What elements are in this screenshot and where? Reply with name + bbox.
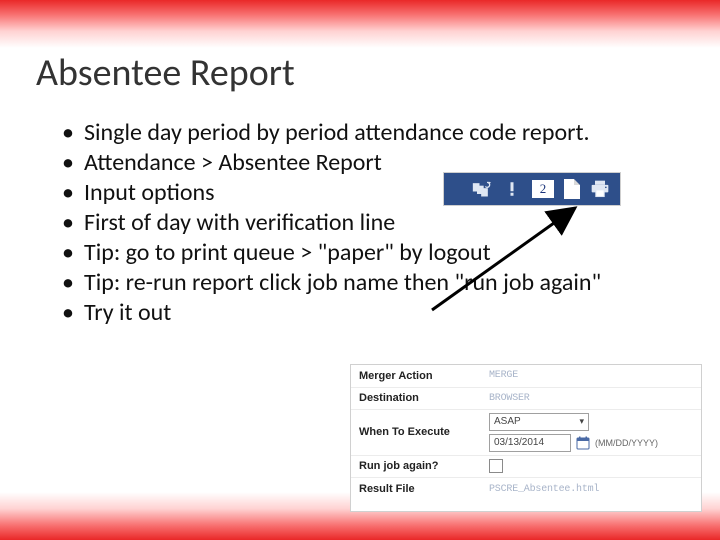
bullet-item: Tip: re-run report click job name then "… <box>62 268 684 298</box>
bullet-item: Single day period by period attendance c… <box>62 118 684 148</box>
value-run-again <box>489 459 693 473</box>
date-format-hint: (MM/DD/YYYY) <box>595 438 658 448</box>
print-queue-toolbar: 2 <box>443 172 621 206</box>
slide-body: Absentee Report Single day period by per… <box>0 0 720 328</box>
form-row-destination: Destination BROWSER <box>351 388 701 411</box>
form-row-when-to-execute: When To Execute ASAP 03/13/2014 (MM/DD <box>351 410 701 455</box>
calendar-icon[interactable] <box>576 436 590 450</box>
execute-date-value: 03/13/2014 <box>494 437 544 448</box>
bullet-item: First of day with verification line <box>62 208 684 238</box>
bullet-item: Tip: go to print queue > "paper" by logo… <box>62 238 684 268</box>
value-result-file: PSCRE_Absentee.html <box>489 484 693 495</box>
value-when-to-execute: ASAP 03/13/2014 (MM/DD/YYYY) <box>489 413 693 452</box>
queue-count-badge[interactable]: 2 <box>532 180 554 198</box>
label-when-to-execute: When To Execute <box>359 426 489 438</box>
run-again-checkbox[interactable] <box>489 459 503 473</box>
new-document-icon[interactable] <box>564 179 580 199</box>
label-result-file: Result File <box>359 483 489 495</box>
value-destination: BROWSER <box>489 393 693 404</box>
value-merger-action: MERGE <box>489 370 693 381</box>
bullet-list: Single day period by period attendance c… <box>36 118 684 328</box>
job-options-panel: Merger Action MERGE Destination BROWSER … <box>350 364 702 512</box>
execute-date-input[interactable]: 03/13/2014 <box>489 434 571 452</box>
label-merger-action: Merger Action <box>359 370 489 382</box>
form-row-merger-action: Merger Action MERGE <box>351 365 701 388</box>
printer-icon[interactable] <box>590 179 610 199</box>
page-title: Absentee Report <box>36 50 684 96</box>
label-run-again: Run job again? <box>359 460 489 472</box>
alert-icon[interactable] <box>502 179 522 199</box>
form-row-run-again: Run job again? <box>351 456 701 479</box>
jobs-icon[interactable] <box>472 179 492 199</box>
bullet-item: Try it out <box>62 298 684 328</box>
when-select-value: ASAP <box>494 416 521 427</box>
label-destination: Destination <box>359 392 489 404</box>
when-select[interactable]: ASAP <box>489 413 589 431</box>
form-row-result-file: Result File PSCRE_Absentee.html <box>351 478 701 501</box>
